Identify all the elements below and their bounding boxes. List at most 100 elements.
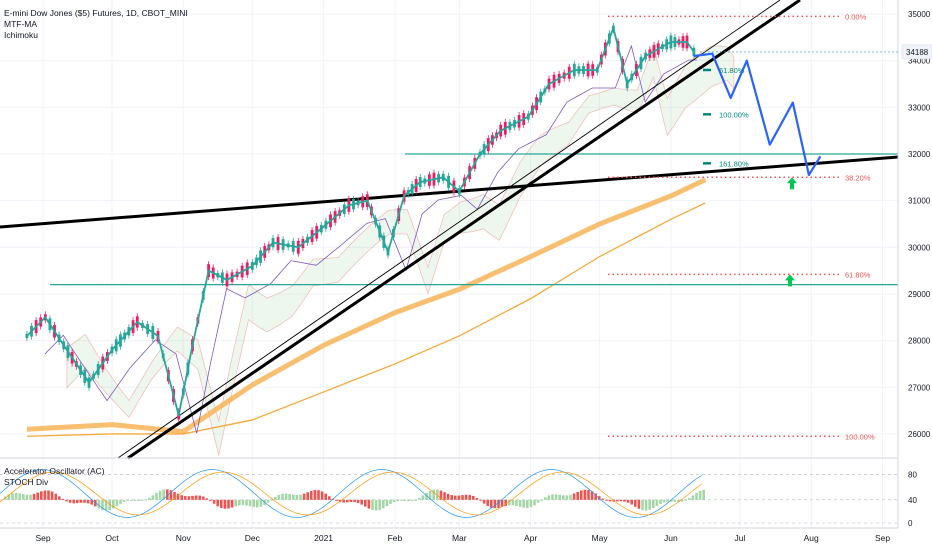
x-tick-label: 2021 <box>314 533 333 543</box>
oscillator-bar <box>608 499 612 502</box>
oscillator-bar <box>306 492 309 500</box>
y-tick-label: 26000 <box>908 430 931 439</box>
oscillator-bar <box>475 498 479 500</box>
x-tick-label: Aug <box>804 533 819 543</box>
oscillator-bar <box>493 499 497 509</box>
y-tick-label: 27000 <box>908 383 931 392</box>
oscillator-bar <box>446 493 450 500</box>
oscillator-bar <box>162 489 165 500</box>
moving-average-thin <box>26 202 706 437</box>
oscillator-bar <box>166 489 169 500</box>
oscillator-bar <box>310 490 313 500</box>
oscillator-bar <box>144 499 147 501</box>
oscillator-bar <box>137 499 140 501</box>
oscillator-bar <box>389 499 392 504</box>
oscillator-bar <box>443 492 446 500</box>
oscillator-bar <box>176 493 180 500</box>
oscillator-bar <box>54 493 57 500</box>
oscillator-bar <box>522 499 525 508</box>
oscillator-bar <box>680 499 684 502</box>
oscillator-bar <box>565 495 569 500</box>
oscillator-bar <box>342 499 345 503</box>
oscillator-bar <box>119 499 122 504</box>
oscillator-bar <box>403 499 407 502</box>
oscillator-bar <box>670 499 673 502</box>
x-tick-label: Jun <box>664 533 678 543</box>
arrow-shape <box>785 274 795 287</box>
trendline-horizontal <box>0 155 899 229</box>
fib-level-label: 0.00% <box>845 12 867 21</box>
trendline-rising <box>127 0 801 460</box>
chart-legend: E-mini Dow Jones ($5) Futures, 1D, CBOT_… <box>4 8 188 41</box>
x-tick-label: Sep <box>875 533 890 543</box>
oscillator-label-stoch[interactable]: STOCH Div <box>4 477 49 487</box>
x-tick-label: Mar <box>452 533 467 543</box>
oscillator-bar <box>659 499 662 505</box>
oscillator-bar <box>511 499 515 506</box>
oscillator-bar <box>515 499 518 506</box>
oscillator-bar <box>382 499 385 509</box>
oscillator-bar <box>551 494 554 500</box>
trendline-channel <box>117 0 781 459</box>
arrow-up-fib <box>785 274 795 287</box>
series-layer <box>25 22 822 423</box>
oscillator-bar <box>587 489 590 500</box>
oscillator-bar <box>274 496 277 500</box>
legend-indicator-mtf-ma[interactable]: MTF-MA <box>4 19 38 29</box>
oscillator-bar <box>583 489 587 500</box>
oscillator-bar <box>698 490 702 500</box>
oscillator-bar <box>216 499 219 507</box>
oscillator-bar <box>695 492 698 500</box>
candle-body <box>692 47 696 57</box>
fib-ext-label: 61.80% <box>719 66 745 75</box>
oscillator-bar <box>173 491 176 500</box>
oscillator-bar <box>439 490 443 500</box>
oscillator-bar <box>252 499 255 508</box>
oscillator-bar <box>378 499 381 510</box>
oscillator-bar <box>151 495 155 500</box>
oscillator-bar <box>241 499 245 506</box>
oscillator-bar <box>616 499 619 502</box>
last-price-badge <box>901 44 932 60</box>
oscillator-bar <box>626 499 630 503</box>
oscillator-bar <box>259 499 263 507</box>
y-tick-label: 35000 <box>908 10 931 19</box>
legend-indicator-ichimoku[interactable]: Ichimoku <box>4 30 39 40</box>
oscillator-bar <box>691 495 695 500</box>
stoch-d-line <box>0 471 703 516</box>
oscillator-bar <box>569 494 572 500</box>
oscillator-bar <box>400 499 403 501</box>
oscillator-bar <box>580 490 583 500</box>
y-tick-label: 30000 <box>908 243 931 252</box>
oscillator-bar <box>281 493 284 500</box>
oscillator-bar <box>328 496 331 500</box>
oscillator-bar <box>479 499 482 501</box>
oscillator-bar <box>605 499 608 501</box>
oscillator-bar <box>122 499 126 502</box>
oscillator-bar <box>90 499 93 505</box>
oscillator-bar <box>223 499 227 509</box>
oscillator-bar <box>238 499 241 506</box>
oscillator-bar <box>630 499 633 505</box>
oscillator-bar <box>526 499 529 508</box>
oscillator-bar <box>421 495 425 500</box>
oscillator-bar <box>637 499 641 509</box>
oscillator-bar <box>126 499 129 501</box>
oscillator-bar <box>385 499 389 507</box>
oscillator-bar <box>468 494 471 500</box>
oscillator-tick-label: 80 <box>908 471 917 480</box>
oscillator-bar <box>58 496 61 500</box>
last-price-label: 34188 <box>906 48 929 57</box>
oscillator-bar <box>324 493 327 500</box>
oscillator-bar <box>40 491 43 500</box>
oscillator-bar <box>688 498 691 500</box>
oscillator-bar <box>104 499 108 511</box>
oscillator-label-ac[interactable]: Accelerator Oscillator (AC) <box>4 466 105 476</box>
oscillator-bar <box>562 495 565 500</box>
x-tick-label: Jul <box>734 533 745 543</box>
oscillator-bar <box>641 499 644 511</box>
oscillator-bar <box>248 499 252 507</box>
x-tick-label: Nov <box>176 533 192 543</box>
chart-title[interactable]: E-mini Dow Jones ($5) Futures, 1D, CBOT_… <box>4 8 188 18</box>
